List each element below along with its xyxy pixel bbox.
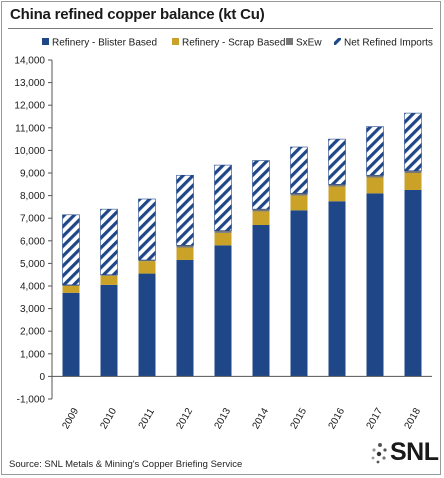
bars (62, 112, 422, 377)
x-tick-label: 2017 (365, 406, 386, 431)
bar-2018-series-1 (404, 173, 422, 190)
legend-swatch-2 (286, 38, 293, 45)
x-tick-label: 2018 (403, 406, 424, 431)
title-divider (8, 28, 433, 29)
x-tick-label: 2015 (289, 406, 310, 431)
y-tick-label: 11,000 (15, 123, 45, 134)
legend-label-0: Refinery - Blister Based (52, 38, 157, 49)
bar-2016-series-2 (328, 184, 346, 187)
y-tick-label: 9,000 (20, 169, 45, 180)
bar-2009-series-0 (62, 292, 80, 377)
bar-2015-series-2 (290, 193, 308, 196)
y-tick-label: -1,000 (17, 395, 46, 406)
logo-text: SNL (390, 438, 439, 466)
y-tick-label: 7,000 (20, 214, 45, 225)
bar-2018-series-0 (404, 189, 422, 377)
bar-2012-series-2 (176, 245, 194, 248)
bar-2011-series-0 (138, 273, 156, 377)
chart-legend: Refinery - Blister Based Refinery - Scrap… (42, 38, 433, 49)
x-tick-label: 2016 (327, 406, 348, 431)
bar-2014-series-2 (252, 209, 270, 212)
bar-2017-series-0 (366, 193, 384, 377)
bar-2018-series-2 (404, 170, 422, 173)
x-axis: 2009 2010 2011 2012 2013 2014 2015 2016 2017 2018 (52, 375, 432, 431)
bar-2011-series-2 (138, 260, 156, 262)
bar-2009-series-3 (62, 214, 80, 286)
y-tick-label: 13,000 (14, 78, 45, 89)
y-tick-label: 6,000 (20, 236, 45, 247)
bar-2015-series-3 (290, 146, 308, 194)
bar-2012-series-3 (176, 174, 194, 246)
bar-2013-series-1 (214, 232, 232, 246)
y-tick-label: 12,000 (14, 101, 45, 112)
bar-2012-series-0 (176, 260, 194, 377)
y-tick-label: 4,000 (20, 282, 45, 293)
bar-2011-series-3 (138, 198, 156, 261)
legend-label-2: SxEw (296, 38, 322, 49)
bar-2015-series-1 (290, 195, 308, 211)
x-tick-label: 2010 (99, 406, 120, 431)
x-tick-label: 2011 (137, 406, 157, 431)
chart-title: China refined copper balance (kt Cu) (10, 6, 265, 23)
bar-2010-series-2 (100, 274, 118, 276)
y-tick-label: 10,000 (14, 146, 45, 157)
x-tick-label: 2012 (175, 406, 196, 431)
y-tick-label: 3,000 (20, 304, 45, 315)
bar-2011-series-1 (138, 261, 156, 274)
bar-2018-series-3 (404, 112, 422, 172)
logo-dots-icon (371, 443, 387, 464)
legend-label-1: Refinery - Scrap Based (182, 38, 285, 49)
x-tick-label: 2013 (213, 406, 234, 431)
bar-2017-series-1 (366, 177, 384, 194)
bar-2010-series-1 (100, 275, 118, 285)
bar-2016-series-1 (328, 186, 346, 202)
y-tick-label: 8,000 (20, 191, 45, 202)
bar-2014-series-0 (252, 224, 270, 377)
source-note: Source: SNL Metals & Mining's Copper Bri… (9, 459, 243, 470)
legend-swatch-0 (42, 38, 49, 45)
y-tick-label: 1,000 (20, 349, 45, 360)
x-tick-label: 2014 (251, 406, 272, 431)
legend-swatch-3 (334, 38, 341, 45)
bar-2014-series-3 (252, 160, 270, 210)
bar-2013-series-2 (214, 230, 232, 233)
bar-2016-series-0 (328, 201, 346, 377)
bar-2014-series-1 (252, 211, 270, 225)
bar-2009-series-2 (62, 284, 80, 286)
snl-logo: SNL (370, 438, 439, 470)
x-tick-label: 2009 (61, 406, 82, 431)
bar-2010-series-3 (100, 208, 118, 276)
bar-2012-series-1 (176, 247, 194, 261)
y-tick-label: 0 (39, 372, 45, 383)
bar-2013-series-3 (214, 164, 232, 231)
bar-2015-series-0 (290, 210, 308, 377)
bar-2016-series-3 (328, 138, 346, 185)
y-axis: -1,000 0 1,000 2,000 3,000 4,000 5,000 6,000 7,0… (14, 56, 53, 406)
legend-label-3: Net Refined Imports (344, 38, 433, 49)
bar-2010-series-0 (100, 284, 118, 377)
bar-2009-series-1 (62, 286, 80, 293)
y-tick-label: 14,000 (14, 56, 45, 67)
bar-2013-series-0 (214, 245, 232, 377)
y-tick-label: 5,000 (20, 259, 45, 270)
bar-2017-series-2 (366, 175, 384, 178)
bar-2017-series-3 (366, 126, 384, 176)
y-tick-label: 2,000 (20, 327, 45, 338)
legend-swatch-1 (172, 38, 179, 45)
